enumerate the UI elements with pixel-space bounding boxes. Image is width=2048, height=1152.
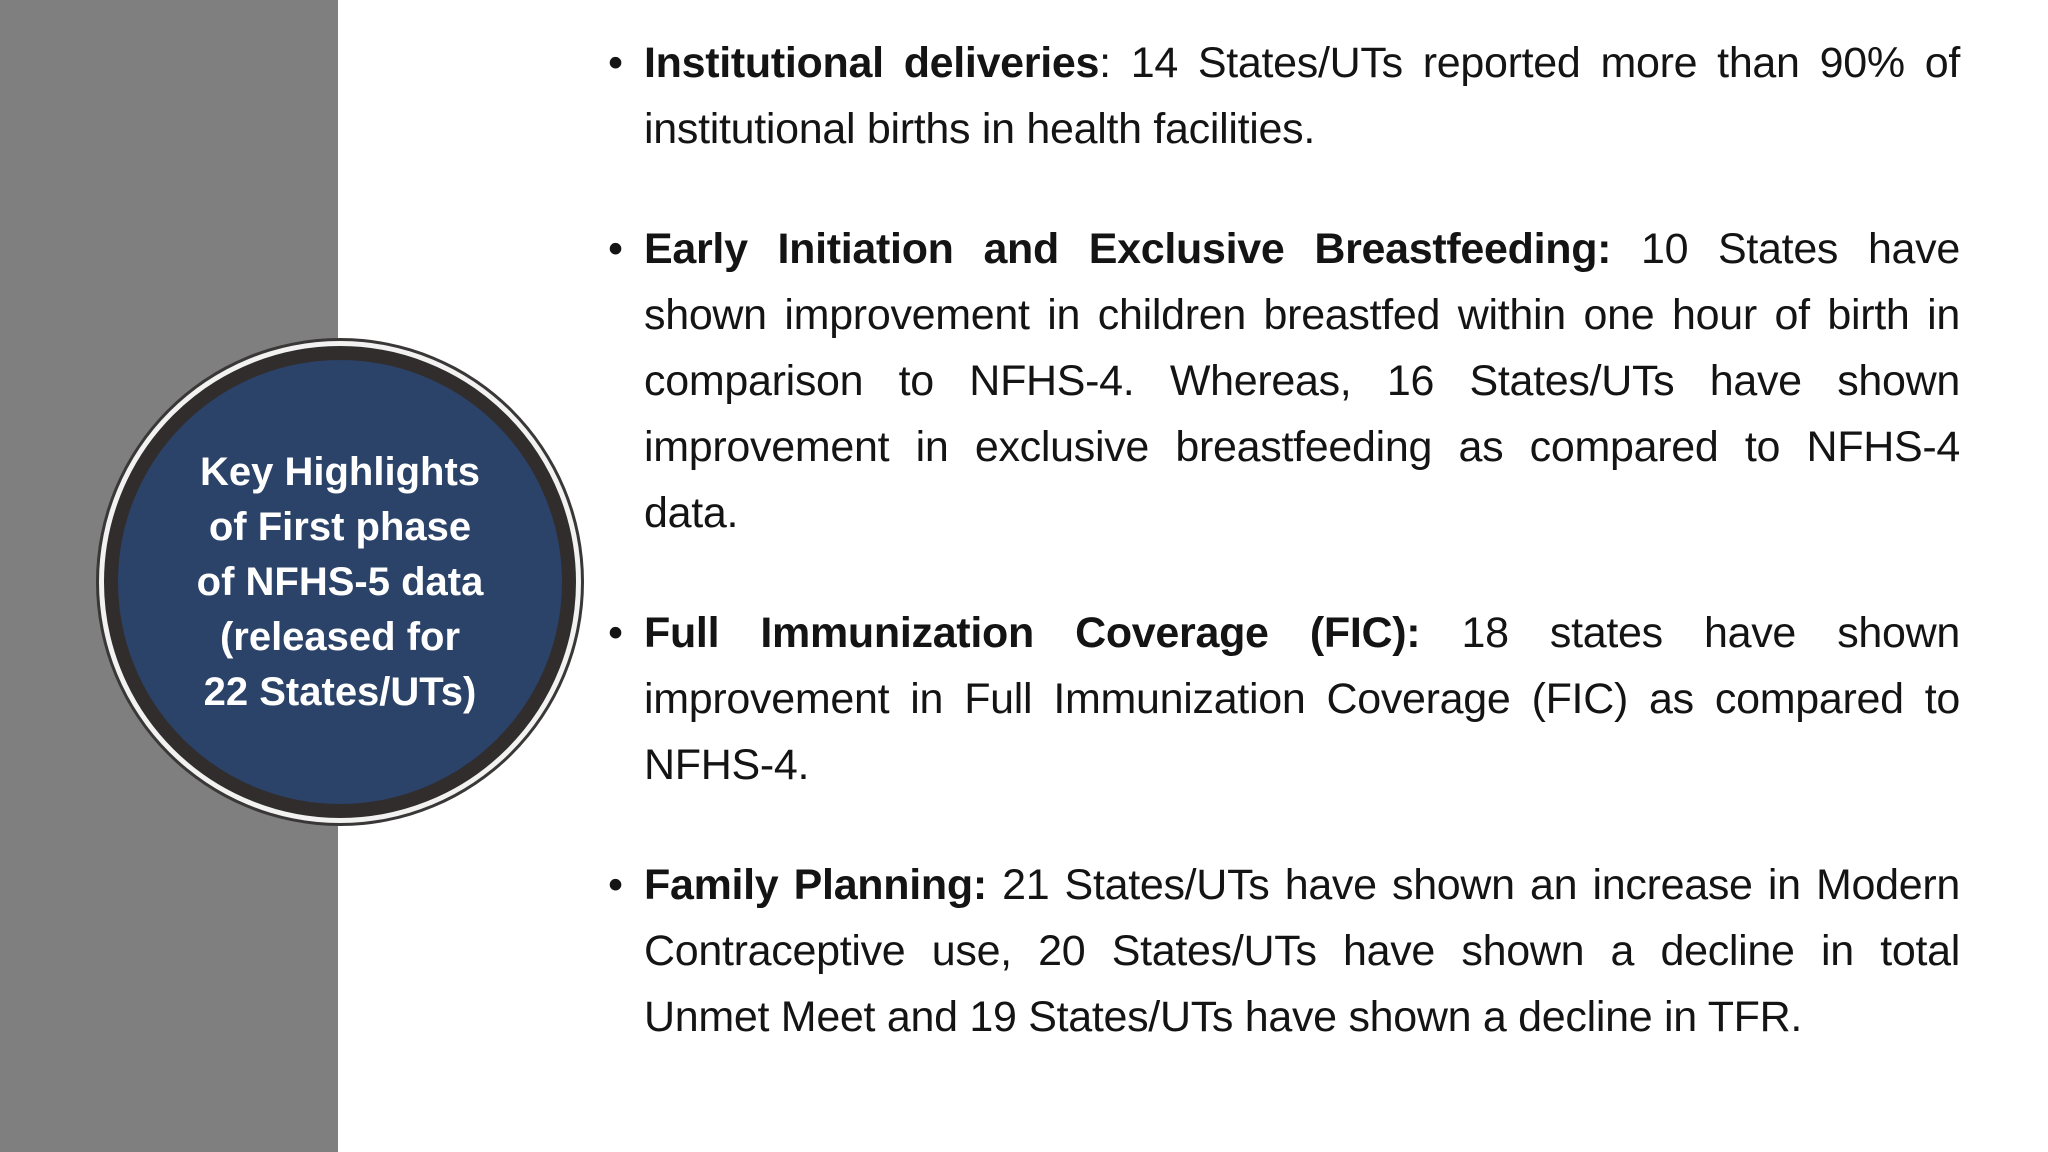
bullet-list: • Institutional deliveries: 14 States/UT… [608,30,1960,1050]
key-highlights-badge: Key Highlights of First phase of NFHS-5 … [104,346,576,818]
bullet-text: Early Initiation and Exclusive Breastfee… [644,216,1960,546]
bullet-text: Institutional deliveries: 14 States/UTs … [644,30,1960,162]
bullet-marker: • [608,39,624,87]
badge-line: Key Highlights [199,449,481,494]
bullet-rest: 18 states have shown improvement in Full… [644,609,1960,789]
badge-line: of NFHS-5 data [196,559,484,604]
bullet-item-family-planning: • Family Planning: 21 States/UTs have sh… [608,852,1960,1050]
bullet-marker: • [608,861,624,909]
bullet-lead: Early Initiation and Exclusive Breastfee… [644,225,1612,273]
bullet-item-full-immunization: • Full Immunization Coverage (FIC): 18 s… [608,600,1960,798]
bullet-rest: 10 States have shown improvement in chil… [644,225,1960,537]
bullet-text: Family Planning: 21 States/UTs have show… [644,852,1960,1050]
bullet-lead: Institutional deliveries [644,39,1100,87]
bullet-rest: 21 States/UTs have shown an increase in … [644,861,1960,1041]
bullet-text: Full Immunization Coverage (FIC): 18 sta… [644,600,1960,798]
badge-line: (released for [219,614,461,659]
bullet-rest: : 14 States/UTs reported more than 90% o… [644,39,1960,153]
badge-line: 22 States/UTs) [203,669,477,714]
bullet-lead: Family Planning: [644,861,987,909]
bullet-lead: Full Immunization Coverage (FIC): [644,609,1421,657]
bullet-marker: • [608,225,624,273]
badge-line: of First phase [208,504,472,549]
bullet-item-breastfeeding: • Early Initiation and Exclusive Breastf… [608,216,1960,546]
bullet-marker: • [608,609,624,657]
bullet-item-institutional-deliveries: • Institutional deliveries: 14 States/UT… [608,30,1960,162]
